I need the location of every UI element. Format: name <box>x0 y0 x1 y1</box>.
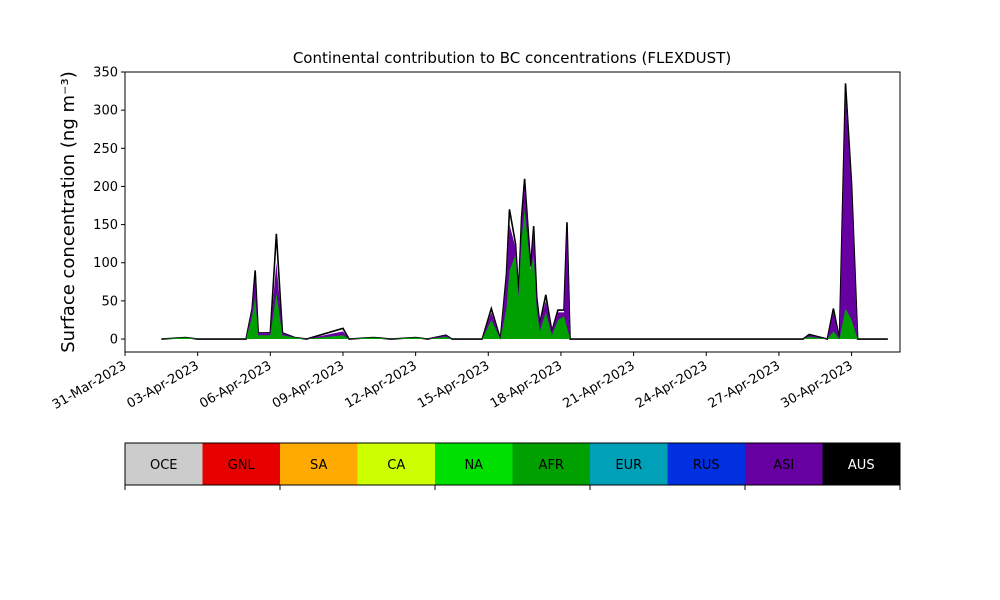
y-tick-label: 250 <box>93 142 118 157</box>
legend-swatch-sa <box>280 443 358 485</box>
x-ticks: 31-Mar-202303-Apr-202306-Apr-202309-Apr-… <box>50 352 856 413</box>
y-tick-label: 150 <box>93 218 118 233</box>
x-tick-label: 06-Apr-2023 <box>197 358 274 411</box>
legend-label: EUR <box>615 458 642 473</box>
legend-swatch-eur <box>590 443 668 485</box>
legend-label: OCE <box>150 458 178 473</box>
legend-label: AUS <box>848 458 875 473</box>
legend-label: NA <box>464 458 483 473</box>
legend-swatch-aus <box>822 443 900 485</box>
legend-swatch-ca <box>357 443 435 485</box>
legend-swatch-gnl <box>202 443 280 485</box>
legend-label: SA <box>310 458 327 473</box>
legend-swatch-na <box>435 443 513 485</box>
x-tick-label: 12-Apr-2023 <box>343 358 420 411</box>
legend-swatch-rus <box>667 443 745 485</box>
y-tick-label: 200 <box>93 180 118 195</box>
chart-title: Continental contribution to BC concentra… <box>293 49 731 67</box>
y-ticks: 0 50 100 150 200 250 300 350 <box>93 66 125 348</box>
x-tick-label: 18-Apr-2023 <box>488 358 565 411</box>
legend-colorbar: OCE GNL SA CA NA AFR EUR RUS ASI AUS <box>124 442 901 490</box>
legend-label: GNL <box>228 458 256 473</box>
x-tick-label: 21-Apr-2023 <box>560 358 637 411</box>
legend-label: RUS <box>693 458 720 473</box>
x-tick-label: 31-Mar-2023 <box>50 358 129 412</box>
plot-frame <box>124 71 901 353</box>
legend-swatch-asi <box>745 443 823 485</box>
x-tick-label: 24-Apr-2023 <box>633 358 710 411</box>
y-tick-label: 100 <box>93 256 118 271</box>
legend-frame <box>124 442 901 486</box>
legend-label: AFR <box>539 458 564 473</box>
areas-layer <box>161 83 888 341</box>
x-tick-label: 15-Apr-2023 <box>415 358 492 411</box>
y-axis-label: Surface concentration (ng m⁻³) <box>58 71 79 353</box>
y-tick-label: 50 <box>101 294 118 309</box>
y-tick-label: 350 <box>93 66 118 81</box>
legend-label: CA <box>387 458 405 473</box>
x-tick-label: 27-Apr-2023 <box>706 358 783 411</box>
x-tick-label: 03-Apr-2023 <box>125 358 202 411</box>
series-line-aus <box>161 83 888 341</box>
y-tick-label: 300 <box>93 104 118 119</box>
y-tick-label: 0 <box>110 333 118 348</box>
legend-swatch-afr <box>512 443 590 485</box>
legend-swatch-oce <box>125 443 203 485</box>
series-area-afr <box>161 209 888 340</box>
legend-label: ASI <box>773 458 794 473</box>
x-tick-label: 09-Apr-2023 <box>270 358 347 411</box>
x-tick-label: 30-Apr-2023 <box>778 358 855 411</box>
